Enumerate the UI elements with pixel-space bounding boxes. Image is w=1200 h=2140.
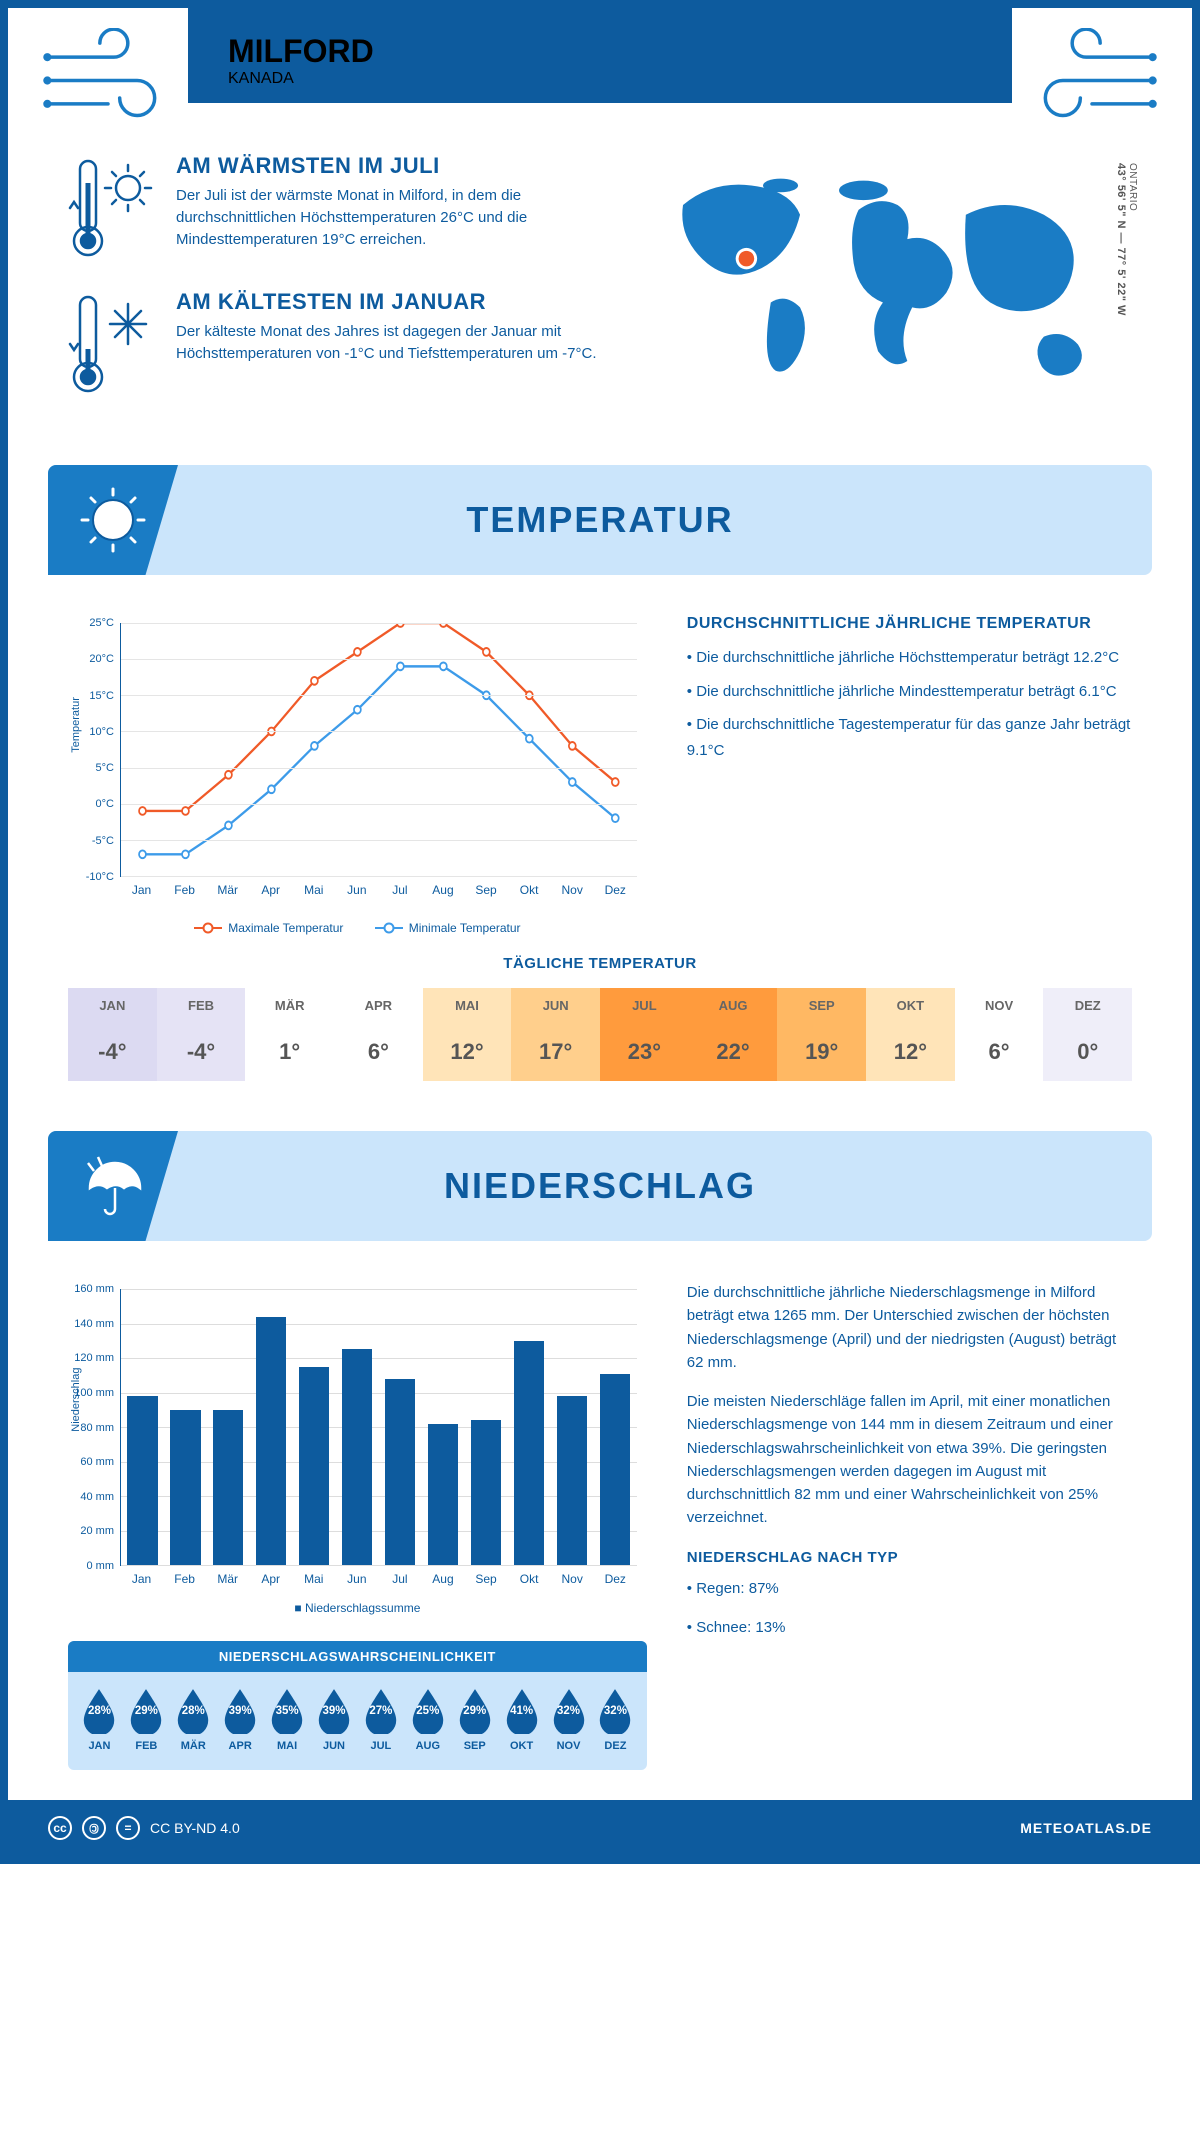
daily-temp-cell: JUN17° — [511, 988, 600, 1081]
daily-temp-cell: FEB-4° — [157, 988, 246, 1081]
precipitation-summary: Die durchschnittliche jährliche Niedersc… — [687, 1281, 1132, 1770]
min-temp-legend: Minimale Temperatur — [409, 921, 521, 935]
daily-temp-cell: AUG22° — [689, 988, 778, 1081]
prob-cell: 27%JUL — [357, 1686, 404, 1752]
prob-cell: 39%JUN — [311, 1686, 358, 1752]
daily-temp-cell: OKT12° — [866, 988, 955, 1081]
precip-type-bullet: • Schnee: 13% — [687, 1616, 1132, 1639]
title-ribbon: MILFORD KANADA — [188, 8, 1012, 103]
precipitation-section-header: NIEDERSCHLAG — [48, 1131, 1152, 1241]
daily-temp-table: TÄGLICHE TEMPERATUR JAN-4°FEB-4°MÄR1°APR… — [8, 945, 1192, 1121]
daily-temp-cell: DEZ0° — [1043, 988, 1132, 1081]
wind-icon — [38, 28, 178, 138]
thermometer-snow-icon — [68, 289, 158, 399]
precipitation-bar-chart: Niederschlag ■ Niederschlagssumme 0 mm20… — [68, 1281, 647, 1621]
prob-cell: 39%APR — [217, 1686, 264, 1752]
by-icon: 🄯 — [82, 1816, 106, 1840]
daily-temp-cell: MAI12° — [423, 988, 512, 1081]
prob-cell: 29%FEB — [123, 1686, 170, 1752]
precip-type-title: NIEDERSCHLAG NACH TYP — [687, 1546, 1132, 1569]
precip-legend: Niederschlagssumme — [305, 1601, 420, 1615]
coldest-title: AM KÄLTESTEN IM JANUAR — [176, 289, 604, 315]
cc-icon: cc — [48, 1816, 72, 1840]
country-subtitle: KANADA — [228, 70, 972, 88]
world-map-block: ONTARIO 43° 56' 5" N — 77° 5' 22" W — [644, 153, 1132, 425]
umbrella-icon — [48, 1131, 178, 1241]
warmest-title: AM WÄRMSTEN IM JULI — [176, 153, 604, 179]
temp-bullet: • Die durchschnittliche Tagestemperatur … — [687, 712, 1132, 763]
prob-cell: 28%JAN — [76, 1686, 123, 1752]
coords-label: 43° 56' 5" N — 77° 5' 22" W — [1115, 163, 1127, 316]
daily-temp-cell: MÄR1° — [245, 988, 334, 1081]
prob-cell: 32%DEZ — [592, 1686, 639, 1752]
coldest-block: AM KÄLTESTEN IM JANUAR Der kälteste Mona… — [68, 289, 604, 399]
thermometer-sun-icon — [68, 153, 158, 263]
temp-summary-title: DURCHSCHNITTLICHE JÄHRLICHE TEMPERATUR — [687, 615, 1132, 633]
precip-text: Die meisten Niederschläge fallen im Apri… — [687, 1390, 1132, 1530]
temperature-section-header: TEMPERATUR — [48, 465, 1152, 575]
temperature-line-chart: Temperatur Maximale Temperatur Minimale … — [68, 615, 647, 935]
prob-cell: 41%OKT — [498, 1686, 545, 1752]
footer: cc 🄯 = CC BY-ND 4.0 METEOATLAS.DE — [8, 1800, 1192, 1856]
prob-cell: 29%SEP — [451, 1686, 498, 1752]
prob-cell: 25%AUG — [404, 1686, 451, 1752]
prob-cell: 28%MÄR — [170, 1686, 217, 1752]
nd-icon: = — [116, 1816, 140, 1840]
max-temp-legend: Maximale Temperatur — [228, 921, 343, 935]
temperature-title: TEMPERATUR — [466, 499, 733, 541]
intro-section: AM WÄRMSTEN IM JULI Der Juli ist der wär… — [8, 123, 1192, 455]
precip-probability-box: NIEDERSCHLAGSWAHRSCHEINLICHKEIT 28%JAN29… — [68, 1641, 647, 1770]
precip-type-bullet: • Regen: 87% — [687, 1577, 1132, 1600]
wind-icon — [1022, 28, 1162, 138]
prob-cell: 32%NOV — [545, 1686, 592, 1752]
header: MILFORD KANADA — [8, 8, 1192, 123]
temp-bullet: • Die durchschnittliche jährliche Höchst… — [687, 645, 1132, 671]
daily-temp-cell: APR6° — [334, 988, 423, 1081]
license-label: CC BY-ND 4.0 — [150, 1820, 240, 1836]
site-label: METEOATLAS.DE — [1020, 1820, 1152, 1836]
warmest-text: Der Juli ist der wärmste Monat in Milfor… — [176, 185, 604, 250]
warmest-block: AM WÄRMSTEN IM JULI Der Juli ist der wär… — [68, 153, 604, 263]
daily-temp-cell: JUL23° — [600, 988, 689, 1081]
region-label: ONTARIO — [1127, 163, 1138, 316]
temp-bullet: • Die durchschnittliche jährliche Mindes… — [687, 679, 1132, 705]
world-map-icon — [644, 153, 1132, 413]
daily-temp-title: TÄGLICHE TEMPERATUR — [68, 955, 1132, 972]
daily-temp-cell: NOV6° — [955, 988, 1044, 1081]
city-title: MILFORD — [228, 33, 972, 70]
prob-cell: 35%MAI — [264, 1686, 311, 1752]
precip-text: Die durchschnittliche jährliche Niedersc… — [687, 1281, 1132, 1374]
precipitation-title: NIEDERSCHLAG — [444, 1165, 756, 1207]
sun-icon — [48, 465, 178, 575]
daily-temp-cell: JAN-4° — [68, 988, 157, 1081]
daily-temp-cell: SEP19° — [777, 988, 866, 1081]
temperature-summary: DURCHSCHNITTLICHE JÄHRLICHE TEMPERATUR •… — [687, 615, 1132, 935]
coldest-text: Der kälteste Monat des Jahres ist dagege… — [176, 321, 604, 365]
infographic-container: MILFORD KANADA AM WÄRMSTEN IM JULI Der J… — [0, 0, 1200, 1864]
precip-prob-title: NIEDERSCHLAGSWAHRSCHEINLICHKEIT — [68, 1641, 647, 1672]
